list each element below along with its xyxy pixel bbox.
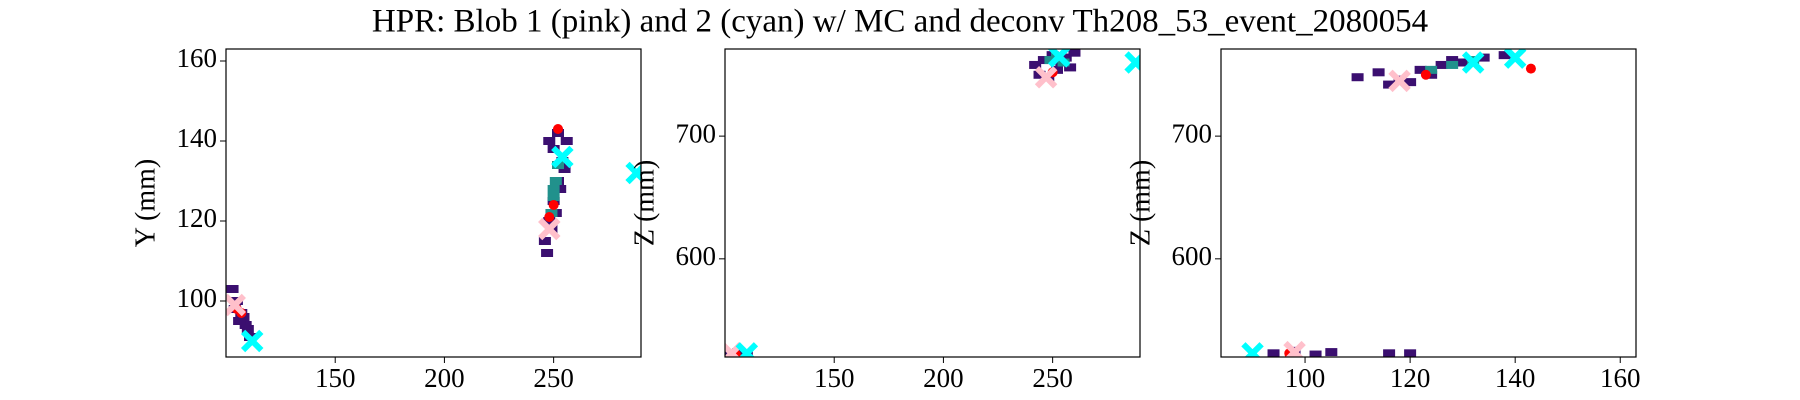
deconv-cell (1325, 348, 1338, 357)
deconv-cell (549, 177, 562, 185)
y-tick-label: 140 (177, 123, 218, 153)
mc-point (548, 200, 559, 210)
blob-marker (735, 342, 759, 357)
mc-point (1420, 69, 1431, 80)
x-tick-label: 250 (1032, 363, 1073, 393)
blob-marker (725, 342, 743, 357)
y-tick-label: 120 (177, 203, 218, 233)
deconv-cell (547, 193, 560, 201)
deconv-cell (1425, 65, 1438, 74)
x-tick-label: 150 (814, 363, 855, 393)
deconv-cell (543, 137, 556, 145)
blob-marker (1124, 51, 1140, 74)
y-tick-label: 700 (1172, 118, 1213, 148)
mc-point (544, 212, 555, 222)
deconv-cell (1267, 349, 1280, 357)
plot-area (226, 124, 641, 353)
y-tick-label: 160 (177, 43, 218, 73)
x-tick-label: 200 (424, 363, 465, 393)
y-axis-label: Z (mm) (1125, 160, 1156, 246)
x-tick-label: 120 (1390, 363, 1431, 393)
deconv-cell (1446, 56, 1459, 65)
x-tick-label: 160 (1600, 363, 1641, 393)
deconv-cell (1383, 349, 1396, 357)
deconv-cell (558, 165, 571, 173)
plot-area (725, 49, 1140, 357)
deconv-cell (554, 185, 567, 193)
deconv-cell (1404, 78, 1417, 87)
x-tick-label: 140 (1495, 363, 1536, 393)
blob-marker (1047, 49, 1071, 68)
blob-marker (240, 329, 264, 353)
blob-marker (226, 293, 246, 317)
blob-marker (1388, 69, 1411, 93)
deconv-cell (1064, 63, 1077, 72)
deconv-cell (1051, 65, 1063, 74)
x-tick-label: 200 (923, 363, 964, 393)
deconv-cell (1351, 73, 1364, 82)
deconv-cell (541, 249, 554, 257)
x-tick-label: 250 (533, 363, 574, 393)
deconv-cell (1404, 349, 1417, 357)
deconv-cell (538, 237, 551, 245)
mc-point (1525, 63, 1536, 74)
x-tick-label: 150 (315, 363, 356, 393)
axes-frame (724, 48, 1141, 358)
deconv-cell (241, 325, 254, 333)
deconv-cell (560, 137, 573, 145)
y-tick-label: 700 (676, 118, 717, 148)
y-tick-label: 600 (676, 241, 717, 271)
axes-frame (225, 48, 642, 358)
deconv-cell (1068, 49, 1081, 57)
deconv-cell (1037, 56, 1050, 65)
deconv-cell (1309, 350, 1322, 357)
deconv-cell (1446, 60, 1459, 69)
y-axis-label: Y (mm) (130, 159, 161, 247)
deconv-cell (1059, 53, 1072, 62)
blob-marker (1461, 51, 1485, 74)
deconv-cell (1383, 80, 1396, 89)
deconv-cell (1414, 65, 1427, 74)
x-tick-label: 100 (1285, 363, 1326, 393)
y-tick-label: 600 (1172, 241, 1213, 271)
plot-area (1241, 49, 1536, 357)
deconv-cell (1029, 60, 1042, 69)
deconv-cell (226, 285, 239, 293)
blob-marker (1034, 65, 1058, 89)
blob-marker (1503, 49, 1527, 69)
deconv-cell (1477, 53, 1490, 62)
deconv-cell (1044, 56, 1057, 65)
deconv-cell (1456, 58, 1469, 67)
y-tick-label: 100 (177, 283, 218, 313)
figure-title: HPR: Blob 1 (pink) and 2 (cyan) w/ MC an… (372, 4, 1428, 40)
axes-frame (1220, 48, 1637, 358)
deconv-cell (547, 185, 560, 193)
deconv-cell (1498, 51, 1511, 60)
blob-marker (551, 145, 574, 169)
blob-marker (538, 217, 561, 241)
blob-marker (625, 161, 641, 185)
deconv-cell (1435, 60, 1448, 69)
deconv-cell (1372, 68, 1385, 77)
y-axis-label: Z (mm) (629, 160, 660, 246)
deconv-cell (1425, 70, 1438, 79)
blob-marker (1241, 342, 1264, 357)
mc-point (553, 124, 563, 134)
